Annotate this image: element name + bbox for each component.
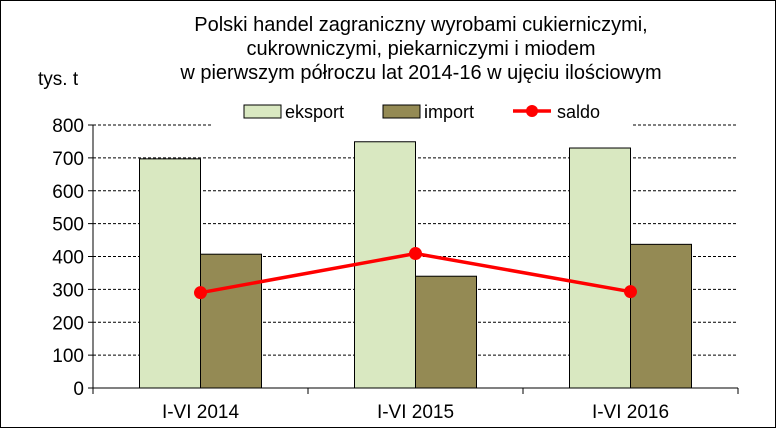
bar-import <box>415 275 477 389</box>
legend-label-saldo: saldo <box>557 102 600 122</box>
bar-import <box>630 243 692 389</box>
x-tick-label: I-VI 2016 <box>592 402 669 423</box>
y-tick-label: 700 <box>52 149 84 170</box>
saldo-point <box>409 247 422 261</box>
y-tick-label: 600 <box>52 182 84 203</box>
x-tick-label: I-VI 2015 <box>377 402 454 423</box>
bar-import <box>200 253 262 389</box>
y-tick-label: 200 <box>52 313 84 334</box>
saldo-point <box>194 286 207 300</box>
y-tick-label: 500 <box>52 215 84 236</box>
y-tick-label: 100 <box>52 346 84 367</box>
y-tick-label: 0 <box>73 379 84 400</box>
saldo-point <box>624 285 637 299</box>
bar-eksport <box>569 147 631 389</box>
y-tick-label: 400 <box>52 248 84 269</box>
y-axis-label: tys. t <box>38 69 79 90</box>
chart-title-line: Polski handel zagraniczny wyrobami cukie… <box>194 14 648 36</box>
legend: eksport import saldo <box>213 98 631 126</box>
chart-title: Polski handel zagraniczny wyrobami cukie… <box>91 13 751 85</box>
saldo-line <box>194 247 637 300</box>
bars <box>139 141 692 389</box>
legend-marker-saldo <box>526 105 538 117</box>
bar-eksport <box>354 141 416 389</box>
legend-swatch-eksport <box>243 104 282 119</box>
axes: 0 100 200 300 400 500 600 700 800 I-VI 2014 I-VI 2… <box>52 116 739 423</box>
y-tick-label: 800 <box>52 116 84 137</box>
legend-swatch-import <box>382 104 421 119</box>
legend-label-eksport: eksport <box>285 102 344 122</box>
legend-box <box>213 98 631 126</box>
chart-title-line: cukrowniczymi, piekarniczymi i miodem <box>246 38 596 60</box>
x-tick-label: I-VI 2014 <box>162 402 240 423</box>
y-tick-label: 300 <box>52 280 84 301</box>
chart-title-line: w pierwszym półroczu lat 2014-16 w ujęci… <box>180 62 662 84</box>
bar-eksport <box>139 158 201 389</box>
legend-label-import: import <box>424 102 474 122</box>
